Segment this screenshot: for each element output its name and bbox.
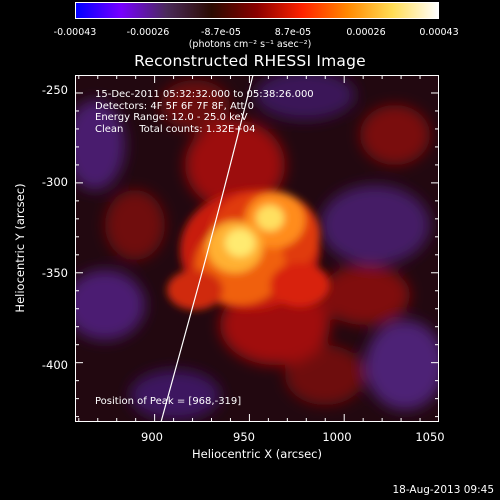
timestamp: 18-Aug-2013 09:45: [392, 484, 494, 496]
colorbar-tick-label: -8.7e-05: [201, 27, 241, 38]
info-detectors: Detectors: 4F 5F 6F 7F 8F, Att 0: [95, 100, 255, 112]
y-tick-label: -300: [41, 175, 68, 189]
x-tick-label: 1050: [415, 430, 445, 444]
colorbar-units: (photons cm⁻² s⁻¹ asec⁻²): [188, 39, 312, 50]
y-tick-label: -350: [41, 266, 68, 280]
x-tick-label: 950: [233, 430, 255, 444]
colorbar-tick-label: 8.7e-05: [274, 27, 312, 38]
y-tick-label: -250: [41, 83, 68, 97]
colorbar-tick-label: 0.00026: [346, 27, 386, 38]
image-title: Reconstructed RHESSI Image: [134, 52, 366, 70]
info-clean: Clean Total counts: 1.32E+04: [95, 123, 256, 135]
colorbar-tick-label: -0.00043: [53, 27, 97, 38]
plot-frame: [75, 75, 439, 422]
background-blobs: [75, 75, 439, 420]
axis-ticks: [75, 75, 439, 422]
y-axis-label: Heliocentric Y (arcsec): [13, 183, 27, 313]
solar-limb-line: [160, 75, 254, 422]
plot-area: [75, 75, 439, 422]
x-axis-label: Heliocentric X (arcsec): [192, 447, 322, 461]
colorbar-tick-label: -0.00026: [126, 27, 170, 38]
observation-info: 15-Dec-2011 05:32:32.000 to 05:38:26.000…: [95, 89, 314, 135]
flux-map: [75, 75, 439, 422]
source-emission: [167, 190, 330, 310]
x-tick-label: 1000: [322, 430, 352, 444]
info-energy-range: Energy Range: 12.0 - 25.0 keV: [95, 112, 248, 123]
x-tick-label: 900: [141, 430, 163, 444]
peak-position: Position of Peak = [968,-319]: [95, 396, 242, 407]
colorbar: [75, 2, 439, 19]
y-tick-label: -400: [41, 358, 68, 372]
colorbar-tick-label: 0.00043: [419, 27, 459, 38]
info-time-range: 15-Dec-2011 05:32:32.000 to 05:38:26.000: [95, 89, 314, 100]
